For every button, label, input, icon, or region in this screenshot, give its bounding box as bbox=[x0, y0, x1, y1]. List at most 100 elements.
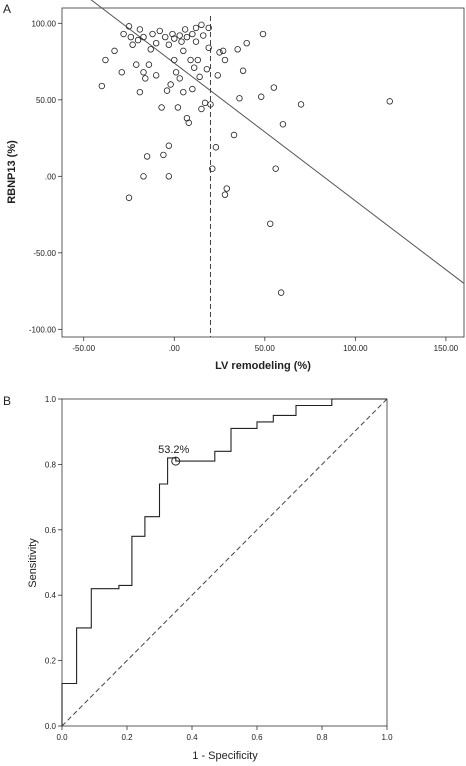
y-tick-label: 50.00 bbox=[36, 96, 57, 105]
scatter-point bbox=[180, 88, 187, 96]
scatter-point bbox=[189, 30, 196, 38]
scatter-point bbox=[152, 72, 160, 79]
scatter-point bbox=[165, 41, 173, 48]
scatter-point bbox=[219, 47, 227, 55]
scatter-point bbox=[257, 93, 265, 100]
scatter-point bbox=[243, 39, 250, 47]
scatter-point bbox=[125, 23, 133, 30]
scatter-point bbox=[223, 185, 230, 192]
scatter-point bbox=[143, 153, 151, 160]
scatter-point bbox=[234, 46, 241, 53]
y-tick-label: 100.00 bbox=[32, 19, 57, 28]
scatter-point bbox=[149, 30, 156, 38]
scatter-point bbox=[163, 87, 171, 94]
x-tick-label: .00 bbox=[169, 344, 181, 353]
scatter-point bbox=[140, 173, 147, 180]
x-tick-label: 0.4 bbox=[186, 733, 198, 742]
x-tick-label: 0.0 bbox=[56, 733, 68, 742]
scatter-point bbox=[183, 33, 191, 41]
panel-b-label: B bbox=[3, 394, 11, 408]
scatter-point bbox=[120, 30, 127, 38]
scatter-point bbox=[198, 105, 205, 113]
regression-fit-line bbox=[90, 0, 465, 284]
scatter-point bbox=[140, 69, 147, 76]
scatter-point bbox=[171, 56, 178, 64]
panel-b-marks: 53.2% bbox=[61, 398, 388, 727]
panel-a-label: A bbox=[3, 2, 11, 16]
scatter-point bbox=[142, 75, 149, 82]
scatter-point bbox=[236, 95, 243, 102]
scatter-point bbox=[98, 82, 106, 90]
scatter-point bbox=[129, 41, 136, 48]
scatter-point bbox=[125, 194, 133, 201]
scatter-point bbox=[279, 121, 287, 128]
cutoff-point-label: 53.2% bbox=[158, 444, 189, 456]
panel-b-x-ticks: 0.0 0.2 0.4 0.6 0.8 1.0 bbox=[56, 726, 393, 742]
scatter-point bbox=[162, 33, 169, 41]
scatter-point bbox=[180, 47, 187, 55]
scatter-point bbox=[194, 56, 202, 64]
scatter-point bbox=[158, 104, 165, 111]
scatter-point bbox=[140, 33, 147, 41]
scatter-point bbox=[178, 38, 185, 45]
scatter-point bbox=[167, 81, 174, 88]
scatter-point bbox=[187, 56, 194, 64]
scatter-point bbox=[221, 56, 229, 64]
scatter-point bbox=[272, 165, 279, 172]
x-tick-label: 100.00 bbox=[343, 344, 368, 353]
panel-b-y-axis-title: Sensitivity bbox=[27, 538, 39, 588]
panel-b-y-ticks: 0.0 0.2 0.4 0.6 0.8 1.0 bbox=[45, 395, 62, 731]
x-tick-label: -50.00 bbox=[72, 344, 95, 353]
scatter-point bbox=[145, 61, 153, 68]
scatter-point bbox=[386, 98, 393, 105]
scatter-point bbox=[277, 289, 285, 296]
panel-a-x-ticks: -50.00 .00 50.00 100.00 150.00 bbox=[72, 337, 459, 353]
scatter-point bbox=[230, 131, 238, 139]
scatter-point bbox=[270, 84, 278, 91]
cutoff-point-marker bbox=[171, 456, 181, 466]
scatter-point bbox=[198, 21, 205, 29]
scatter-point bbox=[133, 61, 140, 68]
roc-curve bbox=[61, 398, 387, 726]
scatter-point bbox=[267, 220, 274, 227]
scatter-point bbox=[171, 35, 178, 42]
scatter-point bbox=[209, 165, 216, 172]
panel-a-x-axis-title: LV remodeling (%) bbox=[215, 360, 311, 372]
panel-a: A 100.00 50.00 .00 -50.00 -100.00 -50.00 .00 5… bbox=[3, 0, 465, 372]
scatter-point bbox=[239, 67, 247, 74]
scatter-point bbox=[185, 119, 192, 126]
scatter-point bbox=[190, 64, 198, 71]
scatter-point bbox=[176, 32, 183, 39]
scatter-point bbox=[134, 36, 142, 44]
scatter-point bbox=[160, 151, 167, 159]
scatter-point bbox=[297, 101, 305, 108]
x-tick-label: 0.6 bbox=[251, 733, 263, 742]
scatter-point bbox=[174, 104, 182, 111]
scatter-point bbox=[152, 39, 160, 47]
scatter-point bbox=[196, 73, 203, 81]
panel-a-y-ticks: 100.00 50.00 .00 -50.00 -100.00 bbox=[29, 19, 62, 334]
scatter-point bbox=[205, 24, 212, 32]
scatter-point bbox=[156, 27, 163, 35]
scatter-point bbox=[127, 33, 135, 41]
panel-a-y-axis-title: RBNP13 (%) bbox=[6, 140, 18, 204]
scatter-point bbox=[203, 66, 211, 73]
scatter-point bbox=[189, 85, 196, 93]
scatter-point bbox=[192, 38, 200, 45]
scatter-point bbox=[136, 26, 144, 33]
scatter-point bbox=[201, 99, 209, 107]
y-tick-label: -50.00 bbox=[33, 249, 56, 258]
y-tick-label: -100.00 bbox=[29, 325, 57, 334]
y-tick-label: 0.4 bbox=[45, 591, 57, 600]
panel-b-x-axis-title: 1 - Specificity bbox=[192, 750, 258, 762]
x-tick-label: 50.00 bbox=[255, 344, 276, 353]
scatter-point bbox=[136, 88, 144, 96]
scatter-point bbox=[205, 44, 212, 51]
scatter-point bbox=[165, 173, 173, 180]
x-tick-label: 150.00 bbox=[434, 344, 459, 353]
scatter-point bbox=[221, 191, 229, 198]
scatter-point bbox=[147, 46, 154, 53]
scatter-point bbox=[102, 56, 109, 64]
y-tick-label: 0.8 bbox=[45, 460, 57, 469]
